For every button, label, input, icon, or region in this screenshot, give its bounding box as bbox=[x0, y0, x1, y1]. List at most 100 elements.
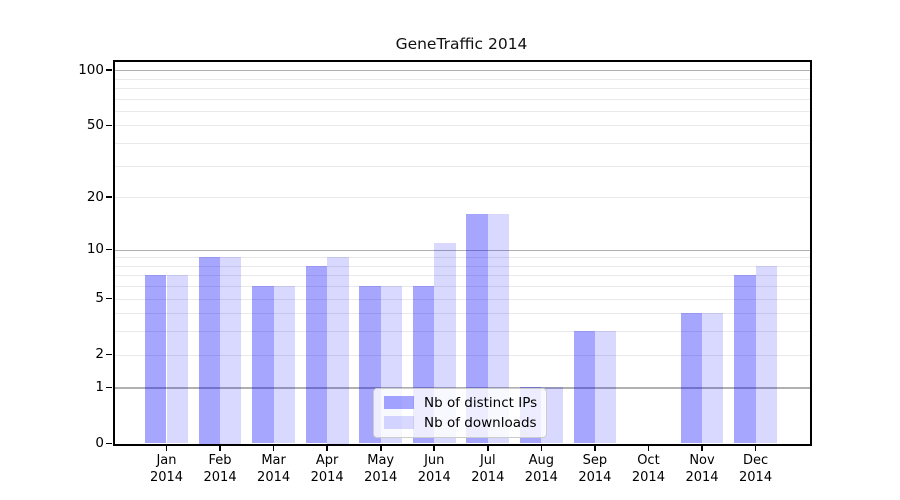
x-tick-mark bbox=[379, 445, 382, 451]
legend-label-downloads: Nb of downloads bbox=[424, 414, 537, 431]
y-gridline-minor bbox=[114, 110, 810, 112]
legend-item-downloads: Nb of downloads bbox=[384, 414, 537, 431]
x-tick-mark bbox=[165, 445, 168, 451]
y-tick-label: 1 bbox=[95, 378, 104, 395]
y-gridline-minor bbox=[114, 143, 810, 145]
bar-downloads-sep bbox=[594, 331, 617, 444]
legend: Nb of distinct IPs Nb of downloads bbox=[373, 387, 547, 438]
bar-distinct-ips-apr bbox=[305, 265, 328, 444]
bar-downloads-apr bbox=[327, 257, 349, 444]
x-tick-month: Nov bbox=[689, 453, 715, 468]
y-gridline-minor bbox=[114, 313, 810, 315]
x-tick-label-aug: Aug 2014 bbox=[509, 453, 573, 486]
x-tick-year: 2014 bbox=[257, 469, 291, 485]
bar-distinct-ips-sep bbox=[573, 331, 595, 444]
y-gridline-minor bbox=[114, 257, 810, 259]
x-tick-label-mar: Mar 2014 bbox=[242, 453, 306, 486]
legend-item-distinct-ips: Nb of distinct IPs bbox=[384, 394, 538, 411]
x-tick-mark bbox=[540, 445, 543, 451]
y-tick-mark bbox=[106, 69, 112, 72]
x-tick-label-may: May 2014 bbox=[349, 453, 413, 486]
x-tick-month: Sep bbox=[582, 453, 608, 468]
x-tick-year: 2014 bbox=[578, 469, 612, 485]
x-tick-mark bbox=[647, 445, 650, 451]
x-tick-label-nov: Nov 2014 bbox=[670, 453, 734, 486]
x-tick-month: Apr bbox=[315, 453, 339, 468]
bar-distinct-ips-nov bbox=[680, 313, 702, 444]
y-gridline-major bbox=[114, 70, 810, 72]
x-tick-month: Jul bbox=[479, 453, 496, 468]
x-tick-month: Jan bbox=[156, 453, 177, 468]
x-tick-label-dec: Dec 2014 bbox=[724, 453, 788, 486]
y-tick-mark bbox=[106, 196, 112, 199]
y-tick-mark bbox=[106, 124, 112, 127]
y-gridline-minor bbox=[114, 88, 810, 90]
x-tick-mark bbox=[486, 445, 489, 451]
x-tick-label-jun: Jun 2014 bbox=[402, 453, 466, 486]
x-tick-month: Jun bbox=[424, 453, 445, 468]
y-gridline-minor bbox=[114, 78, 810, 80]
bar-downloads-dec bbox=[755, 265, 777, 444]
y-gridline-minor bbox=[114, 275, 810, 277]
y-tick-mark bbox=[106, 353, 112, 356]
y-tick-label: 100 bbox=[78, 61, 104, 78]
bar-distinct-ips-mar bbox=[252, 286, 274, 444]
y-gridline-minor bbox=[114, 286, 810, 288]
bar-downloads-mar bbox=[273, 286, 295, 444]
x-tick-year: 2014 bbox=[310, 469, 344, 485]
y-gridline-minor bbox=[114, 125, 810, 127]
x-tick-mark bbox=[701, 445, 703, 451]
bar-distinct-ips-feb bbox=[198, 257, 221, 444]
x-tick-year: 2014 bbox=[203, 469, 237, 485]
legend-label-distinct-ips: Nb of distinct IPs bbox=[424, 394, 538, 411]
y-gridline-minor bbox=[114, 265, 810, 267]
x-tick-label-sep: Sep 2014 bbox=[563, 453, 627, 486]
x-tick-month: May bbox=[367, 453, 395, 468]
x-tick-year: 2014 bbox=[417, 469, 451, 485]
y-tick-mark bbox=[106, 442, 112, 445]
x-tick-mark bbox=[219, 445, 221, 451]
legend-swatch-distinct-ips bbox=[384, 396, 414, 409]
y-gridline-minor bbox=[114, 354, 810, 356]
x-tick-mark bbox=[272, 445, 275, 451]
y-tick-label: 0 bbox=[95, 435, 104, 451]
bar-downloads-jan bbox=[166, 275, 188, 444]
y-tick-label: 2 bbox=[95, 346, 104, 363]
y-gridline-minor bbox=[114, 298, 810, 300]
x-tick-month: Oct bbox=[637, 453, 660, 468]
x-tick-label-apr: Apr 2014 bbox=[295, 453, 359, 486]
x-tick-year: 2014 bbox=[364, 469, 398, 485]
y-tick-mark bbox=[106, 248, 112, 251]
y-gridline-minor bbox=[114, 197, 810, 199]
x-tick-month: Dec bbox=[742, 453, 769, 468]
x-tick-mark bbox=[754, 445, 757, 451]
y-gridline-minor bbox=[114, 165, 810, 167]
chart-title: GeneTraffic 2014 bbox=[395, 35, 528, 53]
x-tick-mark bbox=[433, 445, 436, 451]
bar-distinct-ips-jul bbox=[466, 214, 488, 444]
x-tick-label-jul: Jul 2014 bbox=[456, 453, 520, 486]
x-tick-month: Mar bbox=[261, 453, 286, 468]
bar-downloads-nov bbox=[702, 313, 724, 444]
y-tick-label: 20 bbox=[86, 188, 104, 205]
y-tick-label: 5 bbox=[95, 290, 104, 307]
x-tick-month: Feb bbox=[208, 453, 232, 468]
x-tick-mark bbox=[594, 445, 596, 451]
y-tick-mark bbox=[106, 297, 112, 300]
y-gridline-minor bbox=[114, 98, 810, 100]
x-tick-year: 2014 bbox=[739, 469, 773, 485]
x-tick-year: 2014 bbox=[631, 469, 665, 485]
bar-downloads-feb bbox=[220, 257, 242, 444]
y-tick-mark bbox=[106, 386, 112, 389]
x-tick-year: 2014 bbox=[524, 469, 558, 485]
x-tick-year: 2014 bbox=[471, 469, 505, 485]
legend-swatch-downloads bbox=[384, 416, 414, 429]
y-tick-label: 50 bbox=[86, 116, 104, 133]
bar-distinct-ips-dec bbox=[734, 275, 756, 444]
x-tick-label-feb: Feb 2014 bbox=[188, 453, 252, 486]
x-tick-year: 2014 bbox=[149, 469, 184, 485]
x-tick-label-oct: Oct 2014 bbox=[616, 453, 680, 486]
x-tick-label-jan: Jan 2014 bbox=[135, 453, 199, 486]
x-tick-month: Aug bbox=[528, 453, 555, 468]
